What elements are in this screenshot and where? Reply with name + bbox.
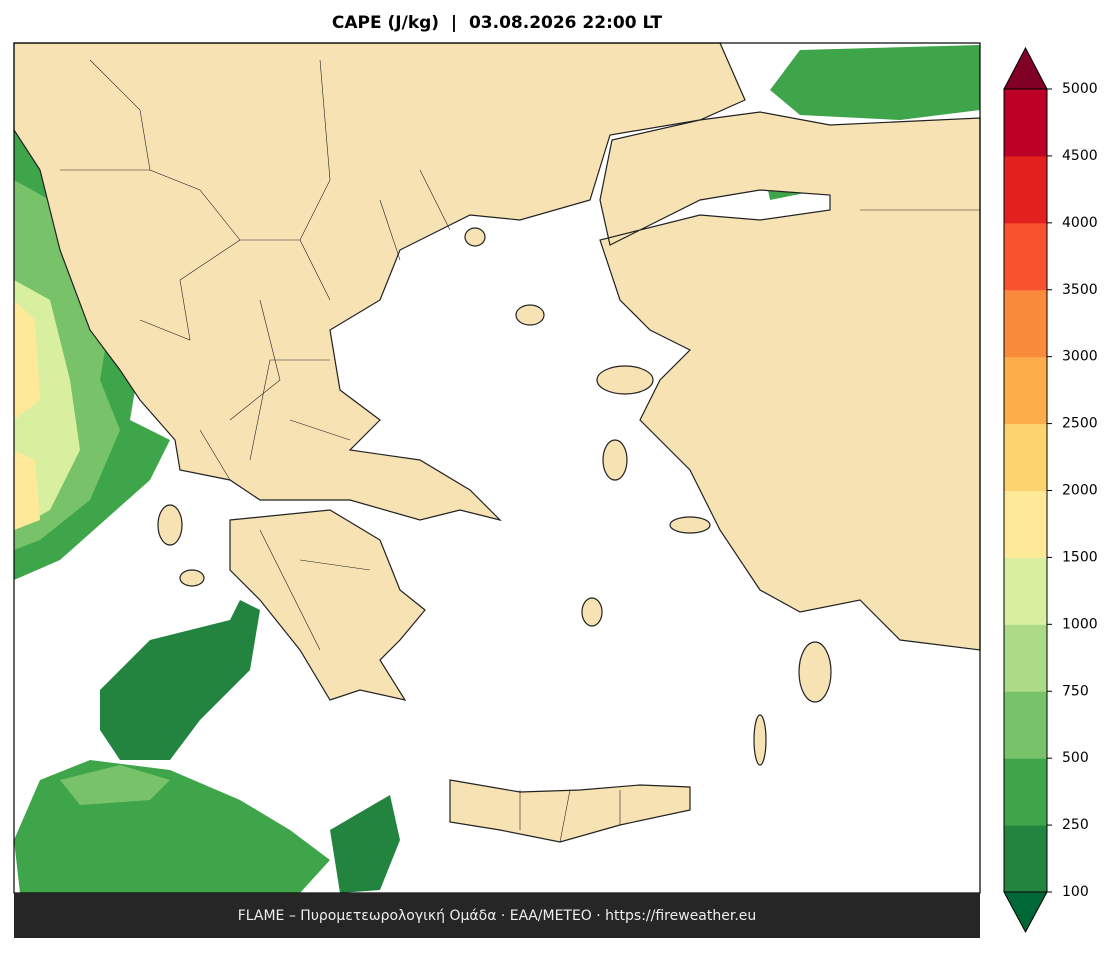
colorbar-segment — [1004, 155, 1047, 224]
colorbar-segment — [1004, 89, 1047, 157]
island — [753, 714, 767, 766]
colorbar-segment — [1004, 490, 1047, 558]
colorbar-segment — [1004, 691, 1047, 759]
island — [669, 516, 711, 534]
island — [464, 227, 486, 247]
title: CAPE (J/kg) | 03.08.2026 22:00 LT — [332, 13, 663, 33]
peloponnese — [229, 509, 426, 701]
island — [179, 569, 205, 587]
footer-bar — [14, 893, 980, 938]
balkans — [13, 42, 746, 522]
island — [581, 597, 603, 627]
colorbar-tick-label: 2500 — [1062, 416, 1098, 432]
cape-area — [100, 600, 260, 760]
cape-area — [770, 45, 980, 120]
cape-area — [60, 765, 170, 805]
island — [515, 304, 545, 326]
island — [596, 365, 654, 395]
colorbar-segment — [1004, 624, 1047, 692]
island — [157, 504, 183, 546]
land — [13, 42, 981, 843]
turkey — [599, 111, 981, 651]
colorbar-segment — [1004, 557, 1047, 625]
border — [60, 59, 980, 843]
island — [798, 641, 832, 703]
colorbar-tick-label: 100 — [1062, 884, 1089, 900]
colorbar-segment — [1004, 423, 1047, 491]
colorbar-segment — [1004, 825, 1047, 893]
colorbar-segment — [1004, 758, 1047, 826]
colorbar-under — [1003, 891, 1048, 934]
cape-area — [330, 795, 400, 893]
colorbar-tick-label: 4000 — [1062, 215, 1098, 231]
colorbar-tick-label: 500 — [1062, 750, 1089, 766]
colorbar-tick-label: 5000 — [1062, 81, 1098, 97]
colorbar-tick-label: 2000 — [1062, 483, 1098, 499]
crete — [449, 779, 691, 843]
island — [602, 439, 628, 481]
colorbar: 100 250 500 750 1000 1500 2000 2500 3000 3500 4000… — [1003, 46, 1098, 934]
colorbar-over — [1003, 46, 1048, 90]
colorbar-tick-label: 1500 — [1062, 549, 1098, 565]
colorbar-segment — [1004, 222, 1047, 291]
colorbar-tick-label: 3500 — [1062, 282, 1098, 298]
colorbar-tick-label: 3000 — [1062, 349, 1098, 365]
colorbar-segment — [1004, 356, 1047, 425]
colorbar-tick-label: 4500 — [1062, 148, 1098, 164]
colorbar-tick-label: 250 — [1062, 817, 1089, 833]
colorbar-segment — [1004, 289, 1047, 358]
cape-area — [14, 300, 40, 530]
footer: FLAME – Πυρομετεωρολογική Ομάδα · ΕΑΑ/ME… — [238, 908, 757, 924]
colorbar-tick-label: 750 — [1062, 683, 1089, 699]
colorbar-tick-label: 1000 — [1062, 616, 1098, 632]
